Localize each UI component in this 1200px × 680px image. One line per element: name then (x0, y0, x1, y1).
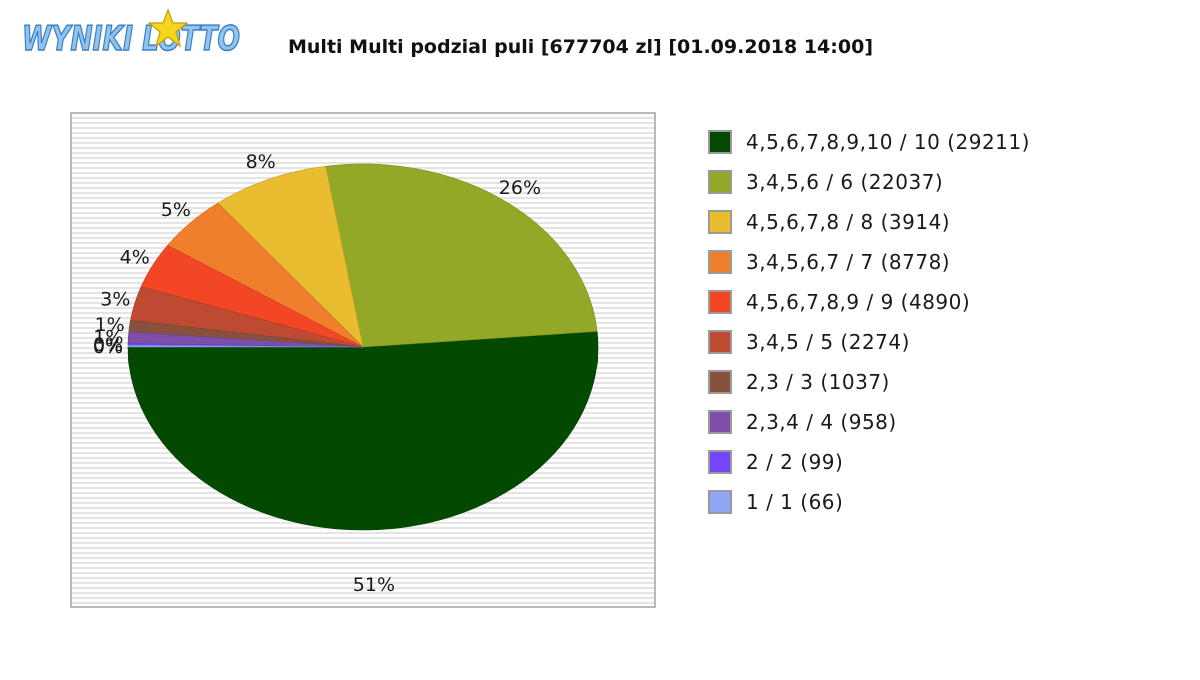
legend-label: 2,3 / 3 (1037) (746, 370, 890, 394)
legend-swatch (708, 410, 732, 434)
legend-swatch (708, 330, 732, 354)
legend-item: 3,4,5 / 5 (2274) (708, 322, 1030, 362)
legend-item: 3,4,5,6,7 / 7 (8778) (708, 242, 1030, 282)
pie-percent-label: 51% (353, 574, 395, 596)
legend-swatch (708, 170, 732, 194)
legend-label: 4,5,6,7,8,9 / 9 (4890) (746, 290, 971, 314)
legend-swatch (708, 450, 732, 474)
pie-percent-label: 5% (161, 199, 191, 221)
pie-percent-label: 1% (93, 327, 123, 349)
legend-label: 2,3,4 / 4 (958) (746, 410, 897, 434)
wyniki-lotto-logo: WYNIKI LOTTO (21, 8, 241, 60)
pie-slice (217, 165, 364, 348)
legend-swatch (708, 290, 732, 314)
pie-percent-label: 3% (100, 289, 130, 311)
pie-slice (127, 344, 364, 348)
logo-text: WYNIKI LOTTO (22, 19, 240, 59)
pie-percent-label: 26% (499, 177, 541, 199)
legend-item: 4,5,6,7,8,9 / 9 (4890) (708, 282, 1030, 322)
legend-item: 1 / 1 (66) (708, 482, 1030, 522)
legend-swatch (708, 210, 732, 234)
pie-slice (127, 331, 599, 531)
pie-percent-label: 1% (95, 314, 125, 336)
legend-label: 3,4,5 / 5 (2274) (746, 330, 910, 354)
logo-star-icon (147, 8, 189, 48)
legend-swatch (708, 130, 732, 154)
legend-swatch (708, 490, 732, 514)
pie-percent-label: 0% (93, 336, 123, 358)
chart-legend: 4,5,6,7,8,9,10 / 10 (29211) 3,4,5,6 / 6 (… (708, 122, 1030, 522)
legend-swatch (708, 370, 732, 394)
legend-item: 4,5,6,7,8,9,10 / 10 (29211) (708, 122, 1030, 162)
legend-label: 4,5,6,7,8,9,10 / 10 (29211) (746, 130, 1030, 154)
legend-item: 4,5,6,7,8 / 8 (3914) (708, 202, 1030, 242)
legend-item: 2,3 / 3 (1037) (708, 362, 1030, 402)
legend-item: 3,4,5,6 / 6 (22037) (708, 162, 1030, 202)
pie-slice (325, 163, 598, 348)
legend-label: 1 / 1 (66) (746, 490, 844, 514)
legend-label: 3,4,5,6,7 / 7 (8778) (746, 250, 951, 274)
pie-percent-label: 4% (120, 247, 150, 269)
legend-label: 2 / 2 (99) (746, 450, 844, 474)
legend-item: 2 / 2 (99) (708, 442, 1030, 482)
pie-percent-label: 0% (93, 334, 123, 356)
legend-item: 2,3,4 / 4 (958) (708, 402, 1030, 442)
chart-title: Multi Multi podzial puli [677704 zl] [01… (288, 36, 874, 58)
legend-label: 4,5,6,7,8 / 8 (3914) (746, 210, 951, 234)
legend-label: 3,4,5,6 / 6 (22037) (746, 170, 944, 194)
legend-swatch (708, 250, 732, 274)
pie-percent-label: 8% (246, 151, 276, 173)
